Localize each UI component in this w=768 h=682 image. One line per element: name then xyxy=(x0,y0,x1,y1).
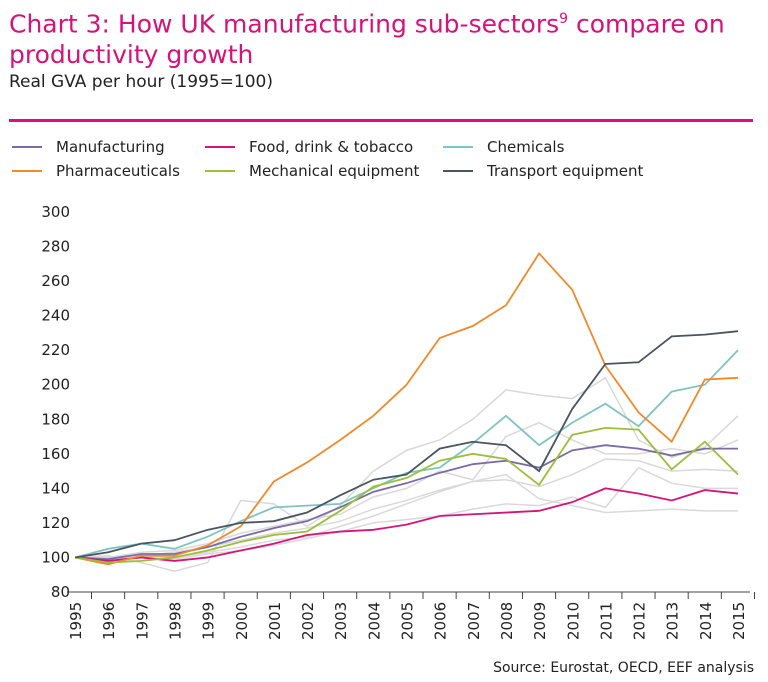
x-tick-label: 2008 xyxy=(498,602,516,640)
x-tick-label: 2012 xyxy=(631,602,649,640)
legend-swatch xyxy=(12,170,42,172)
y-tick-label: 220 xyxy=(41,341,70,359)
y-tick-label: 200 xyxy=(41,376,70,394)
x-tick-label: 1996 xyxy=(100,602,118,640)
source-note: Source: Eurostat, OECD, EEF analysis xyxy=(493,660,754,676)
x-tick-label: 2005 xyxy=(399,602,417,640)
legend-item: Manufacturing xyxy=(12,138,165,156)
legend-swatch xyxy=(443,146,473,148)
legend-swatch xyxy=(12,146,42,148)
y-tick-label: 80 xyxy=(51,583,70,601)
x-tick-label: 2000 xyxy=(233,602,251,640)
x-tick-label: 2006 xyxy=(432,602,450,640)
legend-swatch xyxy=(205,146,235,148)
series-line-chemicals xyxy=(74,349,739,559)
y-tick-label: 260 xyxy=(41,272,70,290)
legend-label: Manufacturing xyxy=(56,138,165,156)
legend-item: Pharmaceuticals xyxy=(12,162,180,180)
x-tick-label: 2002 xyxy=(299,602,317,640)
x-tick-label: 2011 xyxy=(597,602,615,640)
legend-swatch xyxy=(443,170,473,172)
legend-label: Food, drink & tobacco xyxy=(249,138,414,156)
x-tick-label: 2013 xyxy=(664,602,682,640)
title-rule xyxy=(9,119,753,122)
y-tick-label: 140 xyxy=(41,479,70,497)
x-tick-label: 2001 xyxy=(266,602,284,640)
y-tick-label: 100 xyxy=(41,548,70,566)
x-tick-label: 1997 xyxy=(133,602,151,640)
y-tick-label: 280 xyxy=(41,238,70,256)
series-line-food-drink-tobacco xyxy=(74,487,739,562)
y-tick-label: 300 xyxy=(41,203,70,221)
series-line-manufacturing xyxy=(74,444,738,561)
y-tick-label: 180 xyxy=(41,410,70,428)
x-tick-label: 2010 xyxy=(564,602,582,640)
legend-label: Mechanical equipment xyxy=(249,162,420,180)
legend-swatch xyxy=(205,170,235,172)
x-tick-label: 2015 xyxy=(730,602,748,640)
x-tick-label: 2007 xyxy=(465,602,483,640)
legend-item: Chemicals xyxy=(443,138,564,156)
legend-label: Transport equipment xyxy=(487,162,644,180)
legend-item: Food, drink & tobacco xyxy=(205,138,413,156)
y-tick-label: 240 xyxy=(41,307,70,325)
y-tick-label: 160 xyxy=(41,445,70,463)
y-tick-label: 120 xyxy=(41,514,70,532)
x-tick-label: 2014 xyxy=(697,602,715,640)
series-line-transport-equipment xyxy=(74,330,739,559)
x-tick-label: 2004 xyxy=(365,602,383,640)
chart-subtitle: Real GVA per hour (1995=100) xyxy=(9,72,274,92)
chart-title: Chart 3: How UK manufacturing sub-sector… xyxy=(9,9,725,70)
x-tick-label: 1999 xyxy=(200,602,218,640)
legend-label: Pharmaceuticals xyxy=(56,162,180,180)
legend-item: Transport equipment xyxy=(443,162,643,180)
legend-item: Mechanical equipment xyxy=(205,162,419,180)
x-tick-label: 1995 xyxy=(67,602,85,640)
background-series-line xyxy=(75,421,739,559)
x-tick-label: 2003 xyxy=(332,602,350,640)
background-series-line xyxy=(74,466,738,562)
x-tick-label: 1998 xyxy=(166,602,184,640)
series-line-pharmaceuticals xyxy=(74,251,739,566)
x-tick-label: 2009 xyxy=(531,602,549,640)
background-series-line xyxy=(74,458,739,560)
legend-label: Chemicals xyxy=(487,138,565,156)
series-line-mechanical-equipment xyxy=(74,427,739,564)
background-series-line xyxy=(75,473,738,559)
